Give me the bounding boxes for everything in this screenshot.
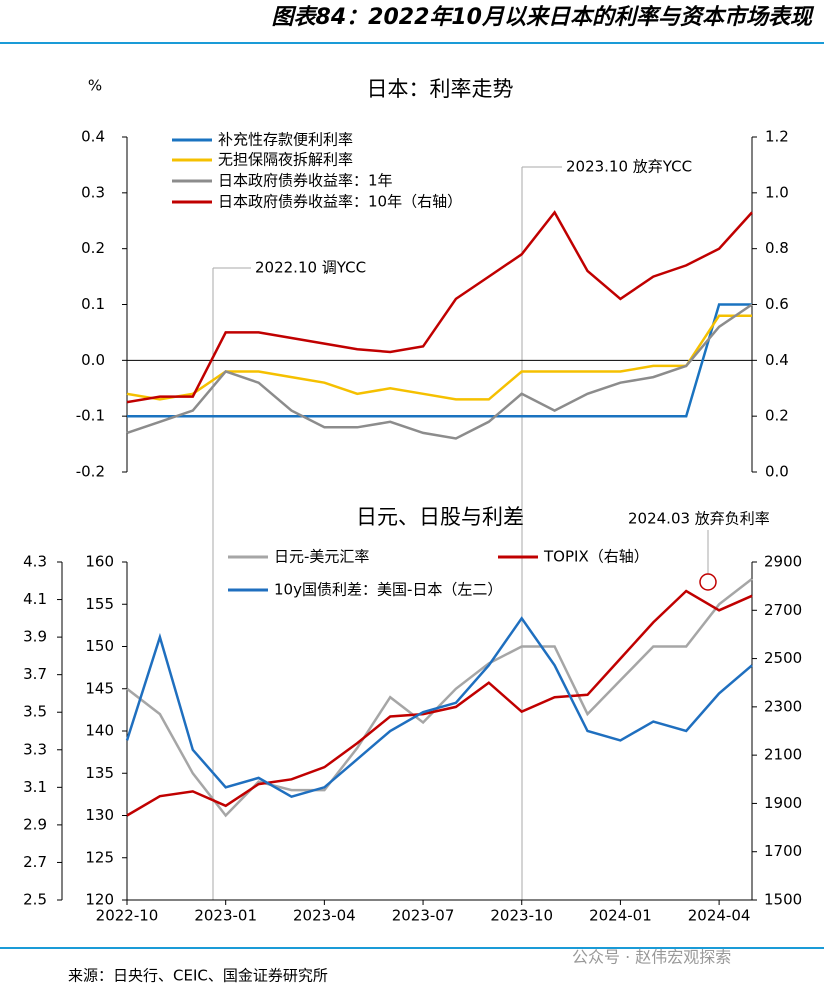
tick-label: -0.1	[76, 407, 105, 425]
legend-label: 日元-美元汇率	[274, 548, 369, 566]
tick-label: 1900	[764, 794, 802, 812]
x-tick-label: 2023-10	[490, 907, 553, 925]
series-line	[126, 577, 753, 818]
figure-title: 图表84：2022年10月以来日本的利率与资本市场表现	[272, 4, 815, 30]
tick-label: 155	[85, 595, 114, 613]
legend-label: 补充性存款便利利率	[218, 131, 353, 149]
series-line	[126, 210, 753, 404]
tick-label: 2300	[764, 697, 802, 715]
tick-label: 2.5	[23, 891, 47, 909]
tick-label: 130	[85, 806, 114, 824]
series-line	[126, 314, 752, 401]
x-tick-label: 2023-04	[293, 907, 356, 925]
series-line	[126, 303, 753, 440]
tick-label: 3.9	[23, 628, 47, 646]
tick-label: 4.1	[23, 590, 47, 608]
legend-label: 日本政府债券收益率：1年	[218, 172, 393, 190]
tick-label: 0.4	[81, 128, 105, 146]
x-tick-label: 2022-10	[96, 907, 159, 925]
tick-label: 0.3	[81, 183, 105, 201]
x-tick-label: 2024-04	[688, 907, 751, 925]
watermark: 公众号 · 赵伟宏观探索	[572, 948, 731, 967]
tick-label: 120	[85, 891, 114, 909]
tick-label: 2.9	[23, 815, 47, 833]
y-axis-label: %	[88, 77, 102, 95]
tick-label: 3.3	[23, 740, 47, 758]
tick-label: 3.7	[23, 665, 47, 683]
series-line	[127, 303, 752, 418]
tick-label: 160	[85, 553, 114, 571]
annotation: 2024.03 放弃负利率	[628, 510, 770, 528]
legend-label: 10y国债利差：美国-日本（左二）	[274, 581, 502, 599]
tick-label: 0.4	[765, 351, 789, 369]
x-tick-label: 2024-01	[589, 907, 652, 925]
legend-label: TOPIX（右轴）	[543, 548, 649, 566]
series-line	[125, 616, 753, 799]
tick-label: 0.0	[81, 351, 105, 369]
tick-label: 0.1	[81, 295, 105, 313]
annotation: 2023.10 放弃YCC	[566, 158, 692, 176]
tick-label: 2900	[764, 553, 802, 571]
x-tick-label: 2023-01	[194, 907, 257, 925]
tick-label: 3.5	[23, 703, 47, 721]
tick-label: 4.3	[23, 553, 47, 571]
tick-label: 1.2	[765, 128, 789, 146]
tick-label: 1500	[764, 891, 802, 909]
legend-label: 日本政府债券收益率：10年（右轴）	[218, 193, 462, 211]
tick-label: 1.0	[765, 183, 789, 201]
tick-label: 0.2	[765, 407, 789, 425]
chart-title: 日本：利率走势	[367, 77, 514, 101]
x-tick-label: 2023-07	[392, 907, 455, 925]
tick-label: 2100	[764, 746, 802, 764]
tick-label: 2500	[764, 649, 802, 667]
chart-title: 日元、日股与利差	[356, 505, 524, 529]
annotation: 2022.10 调YCC	[255, 259, 366, 277]
tick-label: 145	[85, 679, 114, 697]
tick-label: 140	[85, 722, 114, 740]
source: 来源：日央行、CEIC、国金证券研究所	[68, 967, 328, 985]
tick-label: 150	[85, 637, 114, 655]
tick-label: -0.2	[76, 463, 105, 481]
tick-label: 2.7	[23, 853, 47, 871]
legend-label: 无担保隔夜拆解利率	[218, 151, 353, 169]
tick-label: 1700	[764, 842, 802, 860]
tick-label: 2700	[764, 601, 802, 619]
tick-label: 125	[85, 848, 114, 866]
tick-label: 0.6	[765, 295, 789, 313]
tick-label: 0.2	[81, 239, 105, 257]
tick-label: 0.0	[765, 463, 789, 481]
series-line	[126, 589, 753, 817]
tick-label: 3.1	[23, 778, 47, 796]
highlight-circle	[699, 573, 717, 591]
tick-label: 0.8	[765, 239, 789, 257]
tick-label: 135	[85, 764, 114, 782]
